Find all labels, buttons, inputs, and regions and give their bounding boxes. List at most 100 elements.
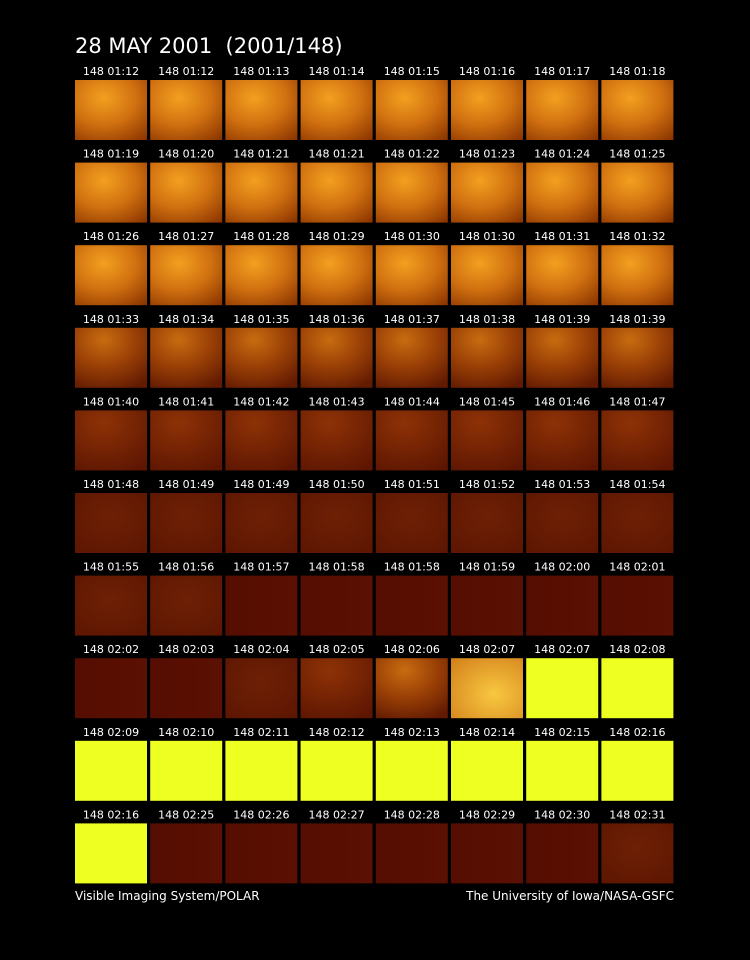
frame-label: 148 01:57 <box>233 561 289 574</box>
frame-image <box>601 740 674 801</box>
frame-image <box>75 245 147 306</box>
frame-image <box>375 162 448 223</box>
frame-label: 148 02:06 <box>384 643 440 656</box>
frame-image <box>150 493 223 553</box>
frame-image <box>75 740 147 801</box>
frame-label: 148 01:39 <box>609 313 665 326</box>
frame-image <box>451 162 523 223</box>
frame-image <box>150 245 223 306</box>
frame-image <box>300 327 373 388</box>
frame-image <box>451 327 523 388</box>
frame-image <box>75 162 147 223</box>
frame-label: 148 02:15 <box>534 726 590 739</box>
frame-image <box>451 823 523 884</box>
frame-label: 148 01:32 <box>609 230 665 243</box>
frame-label: 148 01:21 <box>233 148 289 161</box>
frame-label: 148 02:02 <box>83 643 139 656</box>
frame-image <box>150 575 223 636</box>
footer-left: Visible Imaging System/POLAR <box>75 889 260 903</box>
frame-label: 148 01:58 <box>308 561 364 574</box>
frame-image <box>225 245 298 306</box>
frame-label: 148 01:37 <box>384 313 440 326</box>
frame-label: 148 01:19 <box>83 148 139 161</box>
frame-label: 148 01:26 <box>83 230 139 243</box>
frame-label: 148 01:47 <box>609 395 665 408</box>
frame-image <box>451 575 523 636</box>
frame-label: 148 01:46 <box>534 395 590 408</box>
frame-label: 148 01:51 <box>384 478 440 491</box>
frame-image <box>300 245 373 306</box>
frame-image <box>225 658 298 719</box>
frame-label: 148 01:44 <box>384 395 440 408</box>
frame-image <box>451 740 523 801</box>
frame-label: 148 02:04 <box>233 643 289 656</box>
frame-image <box>75 575 147 636</box>
frame-image <box>150 740 223 801</box>
frame-label: 148 02:26 <box>233 808 289 821</box>
frame-label: 148 02:00 <box>534 561 590 574</box>
frame-image <box>526 658 599 719</box>
frame-label: 148 01:18 <box>609 65 665 78</box>
frame-label: 148 01:59 <box>459 561 515 574</box>
frame-label: 148 01:27 <box>158 230 214 243</box>
frame-label: 148 02:13 <box>384 726 440 739</box>
frame-image <box>526 823 599 884</box>
frame-label: 148 01:30 <box>459 230 515 243</box>
frame-image <box>375 575 448 636</box>
frame-image <box>526 740 599 801</box>
frame-image <box>375 80 448 140</box>
frame-image <box>225 327 298 388</box>
frame-label: 148 02:07 <box>459 643 515 656</box>
frame-label: 148 02:14 <box>459 726 515 739</box>
frame-image <box>225 493 298 553</box>
frame-label: 148 02:29 <box>459 808 515 821</box>
frame-image <box>300 162 373 223</box>
frame-image <box>526 575 599 636</box>
frame-image <box>225 162 298 223</box>
frame-image <box>451 493 523 553</box>
frame-image <box>375 493 448 553</box>
frame-label: 148 01:30 <box>384 230 440 243</box>
frame-image <box>225 410 298 471</box>
frame-image <box>601 658 674 719</box>
frame-image <box>375 658 448 719</box>
frame-image <box>150 823 223 884</box>
frame-label: 148 01:15 <box>384 65 440 78</box>
frame-label: 148 01:14 <box>308 65 364 78</box>
title: 28 MAY 2001 (2001/148) <box>75 34 343 58</box>
frame-label: 148 01:12 <box>158 65 214 78</box>
frame-label: 148 02:12 <box>308 726 364 739</box>
frame-label: 148 01:23 <box>459 148 515 161</box>
frame-image <box>300 823 373 884</box>
frame-image <box>601 327 674 388</box>
frame-image <box>526 410 599 471</box>
frame-image <box>300 740 373 801</box>
frame-image <box>300 410 373 471</box>
frame-label: 148 01:38 <box>459 313 515 326</box>
frame-label: 148 01:39 <box>534 313 590 326</box>
frame-label: 148 01:24 <box>534 148 590 161</box>
frame-image <box>375 245 448 306</box>
frame-label: 148 01:41 <box>158 395 214 408</box>
frame-label: 148 02:16 <box>83 808 139 821</box>
frame-label: 148 01:58 <box>384 561 440 574</box>
frame-image <box>75 658 147 719</box>
frame-label: 148 01:31 <box>534 230 590 243</box>
frame-image <box>150 410 223 471</box>
frame-image <box>601 245 674 306</box>
frame-image <box>75 493 147 553</box>
frame-image <box>375 823 448 884</box>
frame-label: 148 02:09 <box>83 726 139 739</box>
frame-label: 148 02:11 <box>233 726 289 739</box>
frame-label: 148 01:22 <box>384 148 440 161</box>
frame-image <box>150 658 223 719</box>
frame-image <box>150 80 223 140</box>
frame-label: 148 01:52 <box>459 478 515 491</box>
frame-image <box>526 162 599 223</box>
frame-image <box>75 327 147 388</box>
frame-label: 148 01:56 <box>158 561 214 574</box>
frame-image <box>225 740 298 801</box>
frame-image <box>225 575 298 636</box>
frame-image <box>300 80 373 140</box>
frame-label: 148 01:43 <box>308 395 364 408</box>
